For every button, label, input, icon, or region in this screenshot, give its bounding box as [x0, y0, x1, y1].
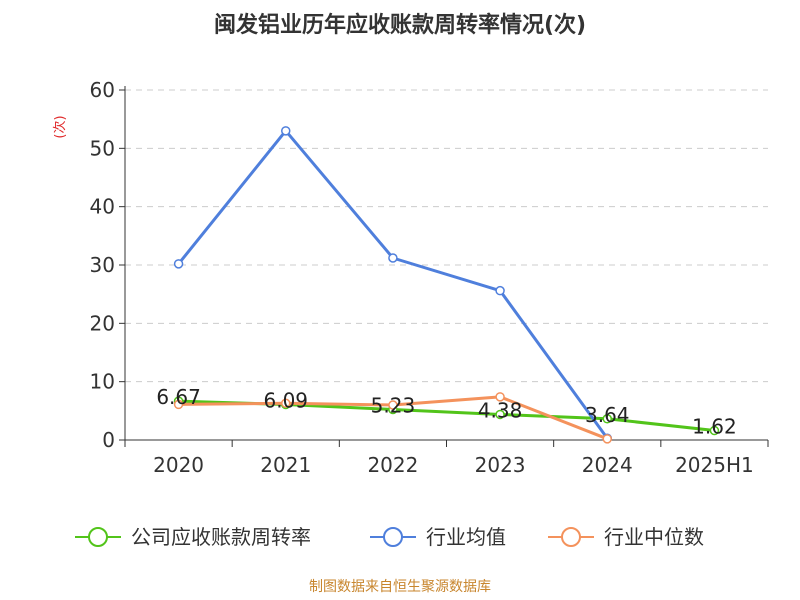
x-tick-label: 2024 — [582, 453, 633, 477]
source-note: 制图数据来自恒生聚源数据库 — [309, 579, 491, 595]
series-point-2 — [281, 398, 291, 408]
legend-marker-1 — [383, 527, 403, 547]
data-label: 5.23 — [371, 393, 416, 417]
x-tick-label: 2021 — [260, 453, 311, 477]
y-axis-label: (次) — [52, 115, 68, 138]
y-tick-label: 40 — [90, 195, 115, 219]
series-point-2 — [602, 434, 612, 444]
y-tick-label: 0 — [102, 428, 115, 452]
y-tick-label: 30 — [90, 253, 115, 277]
x-tick-label: 2023 — [475, 453, 526, 477]
series-point-2 — [495, 392, 505, 402]
series-point-1 — [173, 259, 184, 269]
y-tick-label: 10 — [90, 370, 115, 394]
series — [173, 126, 720, 444]
series-point-1 — [495, 285, 505, 296]
chart-title: 闽发铝业历年应收账款周转率情况(次) — [214, 12, 586, 38]
data-label: 3.64 — [585, 403, 630, 427]
series-point-1 — [281, 126, 291, 136]
series-point-0 — [495, 409, 505, 420]
data-labels: 6.67 6.09 5.23 4.38 3.64 1.62 — [156, 385, 736, 438]
series-point-0 — [602, 414, 612, 424]
grid — [125, 89, 768, 383]
legend: 公司应收账款周转率 行业均值 行业中位数 — [75, 525, 704, 549]
data-label: 6.67 — [156, 385, 201, 409]
legend-label-2: 行业中位数 — [604, 525, 704, 549]
series-point-2 — [173, 399, 184, 410]
data-label: 1.62 — [692, 415, 737, 439]
series-line-1 — [177, 129, 609, 440]
legend-label-1: 行业均值 — [426, 525, 506, 549]
series-point-1 — [388, 253, 398, 263]
y-tick-label: 20 — [90, 311, 115, 335]
x-tick-label: 2022 — [367, 453, 418, 477]
data-label: 4.38 — [478, 398, 523, 422]
data-label: 6.09 — [263, 388, 308, 412]
series-point-0 — [709, 425, 720, 436]
series-point-2 — [388, 400, 398, 410]
legend-label-0: 公司应收账款周转率 — [131, 525, 311, 549]
series-line-0 — [177, 399, 716, 433]
legend-marker-0 — [88, 527, 108, 547]
legend-marker-2 — [561, 527, 581, 547]
x-tick-label: 2025H1 — [675, 453, 754, 477]
y-tick-label: 60 — [90, 78, 115, 102]
x-tick-label: 2020 — [153, 453, 204, 477]
axes: 0 10 20 30 40 50 60 2020 2021 2022 2023 2024 2025H1 — [90, 78, 769, 477]
y-tick-label: 50 — [90, 136, 115, 160]
